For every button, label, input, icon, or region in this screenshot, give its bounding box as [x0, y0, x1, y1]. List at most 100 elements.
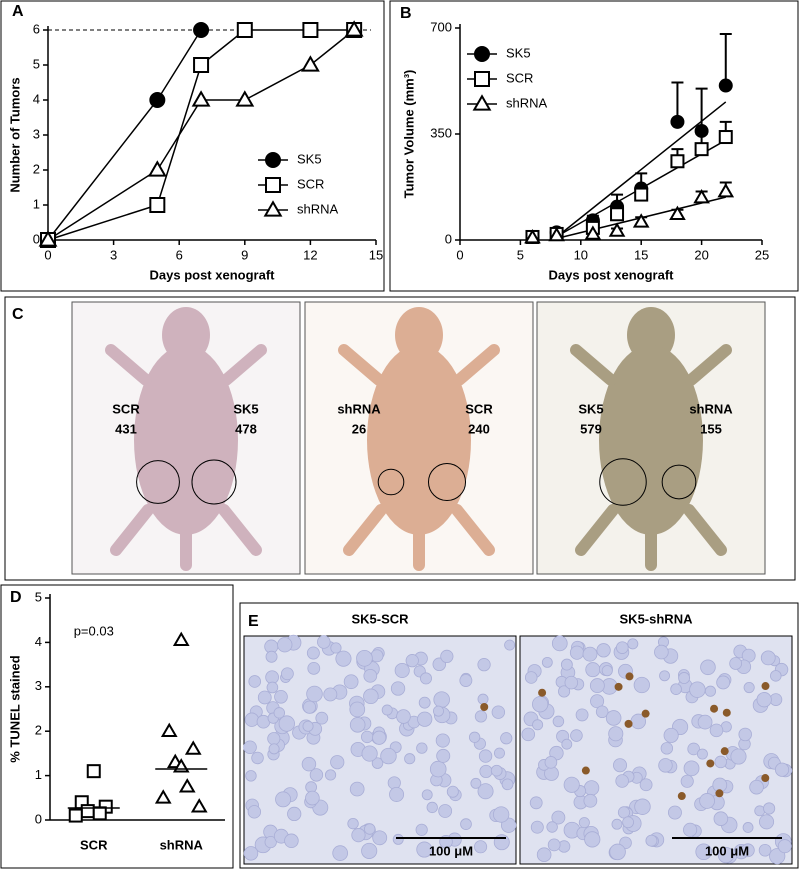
y-axis-title: % TUNEL stained: [7, 655, 22, 762]
cell: [416, 742, 428, 754]
cell: [273, 707, 286, 719]
marker: [149, 197, 166, 213]
marker: [610, 207, 625, 222]
cell: [426, 801, 438, 814]
cell: [758, 814, 775, 830]
marker: [68, 808, 83, 823]
y-tick-label: 1: [35, 767, 42, 782]
y-tick-label: 0: [35, 811, 42, 826]
stained-cell: [625, 672, 634, 681]
scale-bar-label: 100 μM: [429, 843, 473, 858]
cell: [529, 796, 543, 810]
marker: [190, 798, 208, 813]
legend-label: SCR: [506, 70, 533, 85]
cell: [582, 646, 598, 662]
error-bar: [695, 87, 708, 131]
cell: [716, 675, 731, 690]
cell: [392, 833, 404, 845]
cell: [605, 710, 622, 726]
legend-marker: [265, 177, 281, 193]
image-title: SK5-shRNA: [620, 611, 694, 626]
cell: [583, 793, 598, 808]
cell: [306, 685, 323, 703]
y-tick-label: 2: [33, 161, 40, 176]
trend-line: [552, 101, 727, 241]
y-tick-label: 5: [33, 56, 40, 71]
cell: [667, 805, 682, 820]
cell: [416, 841, 433, 858]
error-bar: [719, 33, 732, 86]
cell: [324, 769, 337, 781]
cell: [243, 846, 259, 861]
image-title: SK5-SCR: [351, 611, 409, 626]
marker: [548, 226, 565, 242]
x-tick-label: shRNA: [160, 837, 204, 852]
marker: [92, 806, 107, 821]
cell: [704, 685, 716, 697]
marker: [694, 142, 709, 157]
cell: [330, 642, 342, 654]
cell: [343, 674, 359, 690]
marker: [80, 804, 95, 819]
cell: [415, 823, 428, 836]
annotation: p=0.03: [74, 623, 114, 638]
marker: [184, 740, 202, 755]
marker: [694, 123, 709, 138]
cell: [589, 678, 605, 694]
cell: [596, 643, 611, 658]
legend-marker: [474, 71, 490, 87]
panel-label: E: [248, 613, 259, 630]
cell: [585, 662, 601, 678]
cell: [418, 696, 431, 709]
legend-marker: [474, 46, 490, 62]
x-tick-label: 20: [694, 247, 708, 262]
cell: [756, 692, 772, 708]
cell: [758, 843, 772, 857]
y-tick-label: 2: [35, 723, 42, 738]
cell: [689, 681, 706, 698]
panel-d-frame: [0, 584, 234, 869]
mouse-body: [134, 345, 238, 535]
cell: [699, 793, 715, 809]
cell: [738, 727, 752, 742]
marker: [302, 22, 319, 38]
x-tick-label: 15: [634, 247, 648, 262]
stained-cell: [761, 774, 770, 783]
cell: [275, 791, 292, 808]
stained-cell: [720, 747, 729, 756]
cell: [763, 802, 776, 815]
tumor-name: shRNA: [337, 401, 381, 416]
mouse-limbs: [338, 344, 500, 571]
cell: [372, 830, 388, 846]
cell: [349, 717, 366, 733]
cell: [307, 661, 321, 675]
stained-cell: [624, 719, 633, 728]
cell: [521, 727, 536, 742]
cell: [770, 670, 782, 682]
cell: [470, 777, 482, 789]
y-tick-label: 350: [430, 125, 452, 140]
cell: [749, 779, 764, 795]
cell: [546, 821, 558, 833]
cell: [740, 843, 755, 858]
cell: [501, 778, 514, 791]
tumor-volume: 478: [235, 421, 257, 436]
marker: [191, 90, 211, 107]
cell: [243, 740, 257, 755]
cell: [645, 834, 658, 847]
cell: [433, 691, 450, 708]
marker: [193, 22, 210, 38]
cell: [713, 811, 729, 826]
tumor-name: SCR: [465, 401, 493, 416]
cell: [659, 670, 670, 682]
cell: [266, 681, 279, 694]
cell: [459, 674, 473, 687]
stained-cell: [715, 789, 724, 798]
stained-cell: [677, 792, 686, 801]
x-tick-label: 25: [755, 247, 769, 262]
y-tick-label: 700: [430, 19, 452, 34]
cell: [695, 843, 712, 861]
mouse-limbs: [570, 344, 732, 571]
x-tick-label: SCR: [80, 837, 108, 852]
cell: [436, 748, 451, 763]
